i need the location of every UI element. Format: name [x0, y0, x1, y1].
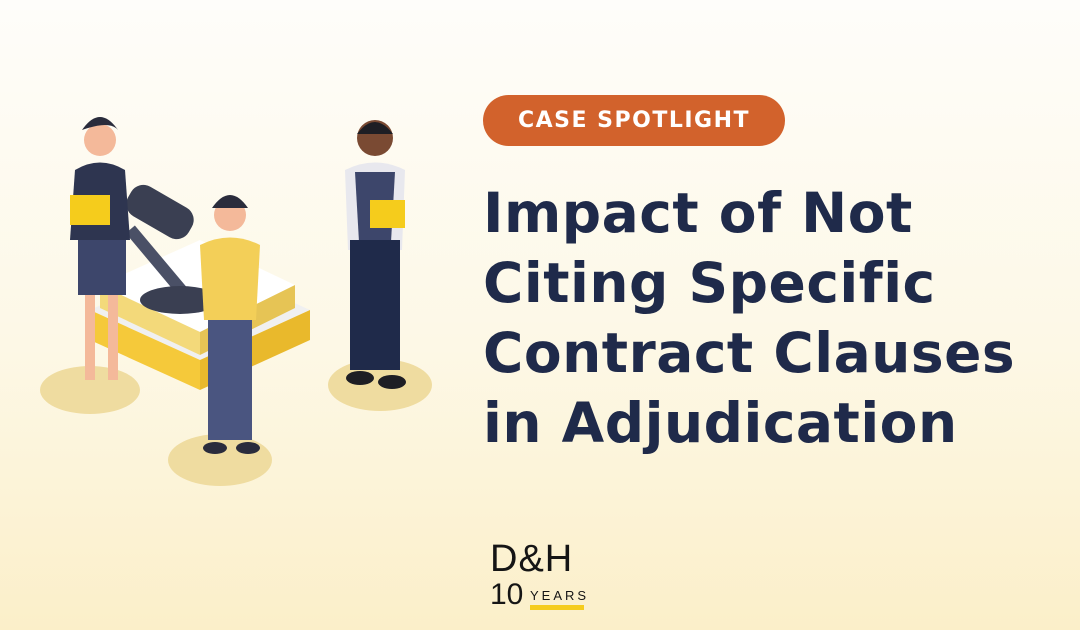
headline: Impact of Not Citing Specific Contract C…	[483, 178, 1015, 458]
headline-line: Contract Clauses	[483, 321, 1016, 385]
headline-line: in Adjudication	[483, 391, 958, 455]
logo-number: 10	[490, 578, 524, 611]
case-spotlight-badge: CASE SPOTLIGHT	[483, 95, 785, 146]
woman-arms-crossed-figure	[200, 195, 260, 454]
dh-10-years-logo: D&H 10 YEARS	[490, 540, 600, 610]
logo-brand: D&H	[490, 538, 574, 580]
headline-line: Citing Specific	[483, 251, 936, 315]
logo-underline	[530, 605, 584, 610]
floor-shadow	[168, 434, 272, 486]
gavel-icon	[125, 184, 220, 314]
logo-word: YEARS	[530, 588, 590, 603]
headline-line: Impact of Not	[483, 181, 913, 245]
man-with-folder-figure	[345, 120, 406, 389]
legal-team-illustration	[40, 117, 432, 486]
woman-with-folder-figure	[70, 117, 130, 380]
